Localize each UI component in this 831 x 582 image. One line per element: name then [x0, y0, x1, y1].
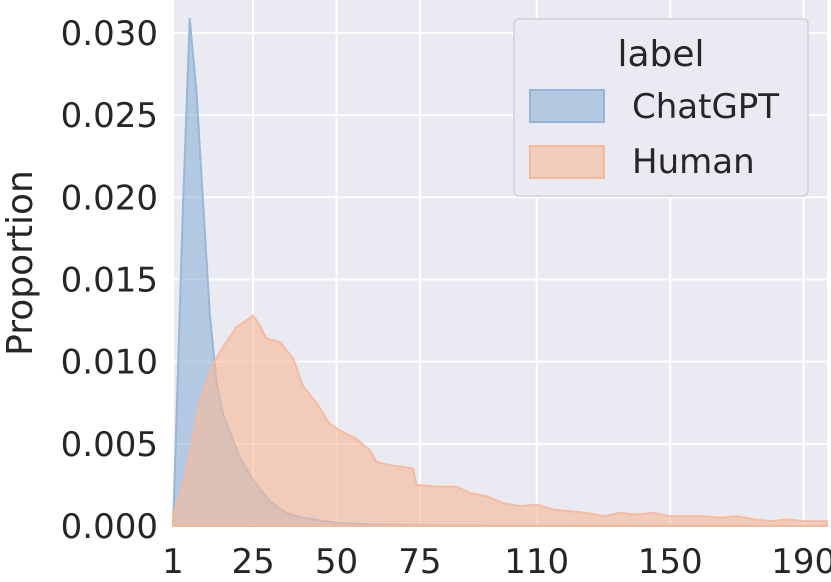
x-tick-label: 150 — [638, 542, 703, 582]
legend-title: label — [617, 34, 704, 75]
legend-label-chatgpt: ChatGPT — [632, 87, 779, 127]
area-human — [172, 314, 828, 527]
legend-label-human: Human — [632, 142, 755, 182]
x-tick-label: 110 — [504, 542, 569, 582]
x-tick-label: 50 — [315, 542, 358, 582]
series-areas — [171, 18, 828, 527]
x-axis-ticks: 1 25 50 75 110 150 190 — [162, 542, 831, 582]
x-tick-label: 1 — [162, 542, 184, 582]
y-tick-label: 0.005 — [61, 425, 158, 465]
y-tick-label: 0.015 — [61, 260, 158, 300]
legend-swatch-chatgpt — [529, 89, 605, 123]
y-axis-ticks: 0.000 0.005 0.010 0.015 0.020 0.025 0.030 — [61, 14, 158, 547]
x-tick-label: 190 — [771, 542, 831, 582]
y-tick-label: 0.020 — [61, 178, 158, 218]
y-axis-title: Proportion — [0, 170, 41, 356]
x-tick-label: 75 — [398, 542, 441, 582]
y-tick-label: 0.030 — [61, 14, 158, 54]
legend-swatch-human — [529, 145, 605, 179]
y-tick-label: 0.010 — [61, 343, 158, 383]
legend: label ChatGPT Human — [513, 18, 809, 197]
y-tick-label: 0.025 — [61, 96, 158, 136]
x-tick-label: 25 — [231, 542, 274, 582]
y-tick-label: 0.000 — [61, 507, 158, 547]
